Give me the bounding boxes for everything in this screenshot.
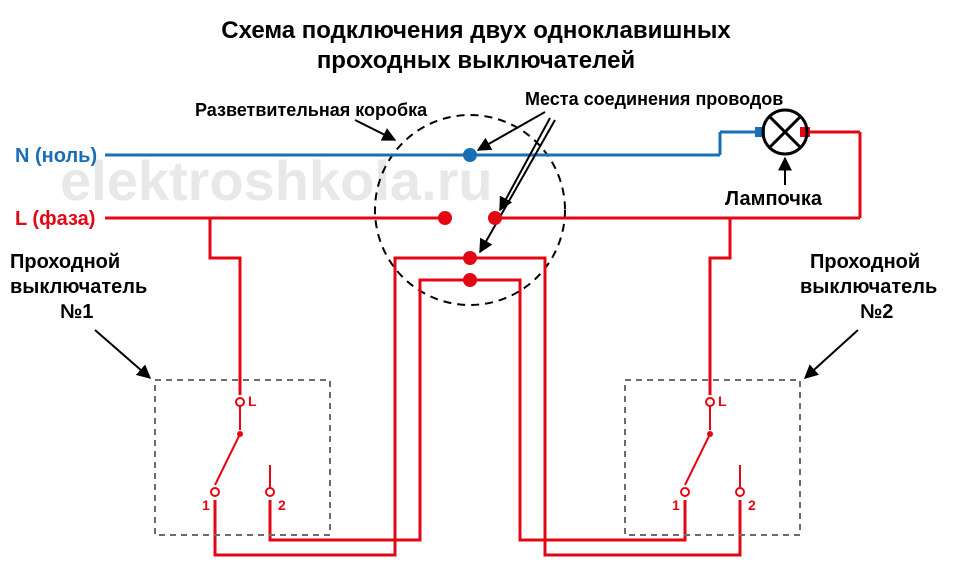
wire-joints-label1: Места соединения проводов <box>525 89 783 109</box>
wire-sw2-t1-to-c2 <box>470 280 685 540</box>
sw2-1-label: 1 <box>672 497 680 513</box>
switch-1-box <box>155 380 330 535</box>
wire-L-to-sw2 <box>495 218 730 395</box>
wiring-diagram: elektroshkola.ru Схема подключения двух … <box>0 0 953 570</box>
sw1-blade <box>215 434 240 485</box>
switch2-arrow <box>805 330 858 378</box>
wire-L-to-sw1 <box>210 218 445 395</box>
switch-2-box <box>625 380 800 535</box>
sw1-L-label: L <box>248 393 257 409</box>
title-line2: проходных выключателей <box>317 47 635 74</box>
lamp-label: Лампочка <box>725 188 823 210</box>
junction-box-label-1: Разветвительная коробка <box>195 100 428 120</box>
sw1-1-label: 1 <box>202 497 210 513</box>
wire-joints-arrow-3 <box>480 120 555 252</box>
wire-sw2-t2-to-c1 <box>470 258 740 555</box>
sw2-term-1 <box>681 488 689 496</box>
sw2-blade <box>685 434 710 485</box>
sw1-term-1 <box>211 488 219 496</box>
wire-sw1-t2-to-c2 <box>270 280 470 540</box>
sw2-term-2 <box>736 488 744 496</box>
switch2-label-l3: №2 <box>860 301 893 323</box>
switch1-label-l3: №1 <box>60 301 93 323</box>
switch1-label-l1: Проходной <box>10 251 120 273</box>
switch2-label-l1: Проходной <box>810 251 920 273</box>
switch2-label-l2: выключатель <box>800 276 937 298</box>
switch1-arrow <box>95 330 150 378</box>
sw1-2-label: 2 <box>278 497 286 513</box>
title-line1: Схема подключения двух одноклавишных <box>221 17 731 44</box>
node-neutral <box>463 148 477 162</box>
sw2-2-label: 2 <box>748 497 756 513</box>
sw2-L-label: L <box>718 393 727 409</box>
switch1-label-l2: выключатель <box>10 276 147 298</box>
sw2-term-L <box>706 398 714 406</box>
sw1-term-L <box>236 398 244 406</box>
live-label: L (фаза) <box>15 208 95 230</box>
junction-box-arrow <box>355 120 395 140</box>
neutral-label: N (ноль) <box>15 145 97 167</box>
watermark-text: elektroshkola.ru <box>60 149 493 212</box>
sw1-term-2 <box>266 488 274 496</box>
